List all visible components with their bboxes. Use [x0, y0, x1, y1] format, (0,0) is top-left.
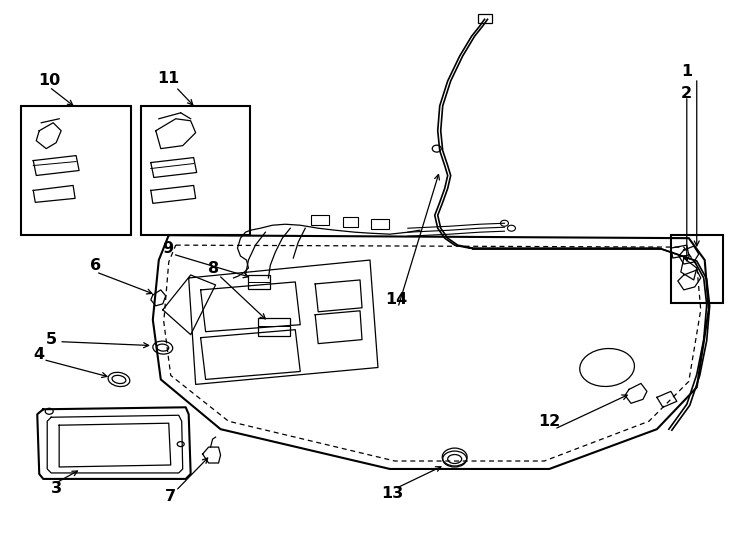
Bar [343, 217, 358, 227]
Text: 4: 4 [34, 347, 45, 362]
Text: 14: 14 [385, 292, 407, 307]
Text: 1: 1 [681, 64, 692, 78]
Text: 2: 2 [681, 86, 692, 102]
Bar [371, 219, 389, 229]
Bar [311, 215, 329, 225]
Bar [141, 106, 250, 235]
Text: 8: 8 [208, 260, 219, 275]
Text: 10: 10 [38, 73, 60, 89]
Bar [248, 275, 270, 289]
Text: 12: 12 [538, 414, 561, 429]
Text: 13: 13 [381, 487, 403, 501]
Text: 11: 11 [158, 71, 180, 86]
Text: 6: 6 [90, 258, 101, 273]
Bar [671, 235, 723, 303]
Bar [258, 318, 290, 336]
Text: 3: 3 [51, 481, 62, 496]
Text: 9: 9 [162, 241, 173, 255]
Bar [21, 106, 131, 235]
Text: 7: 7 [165, 489, 176, 504]
Text: 5: 5 [46, 332, 57, 347]
